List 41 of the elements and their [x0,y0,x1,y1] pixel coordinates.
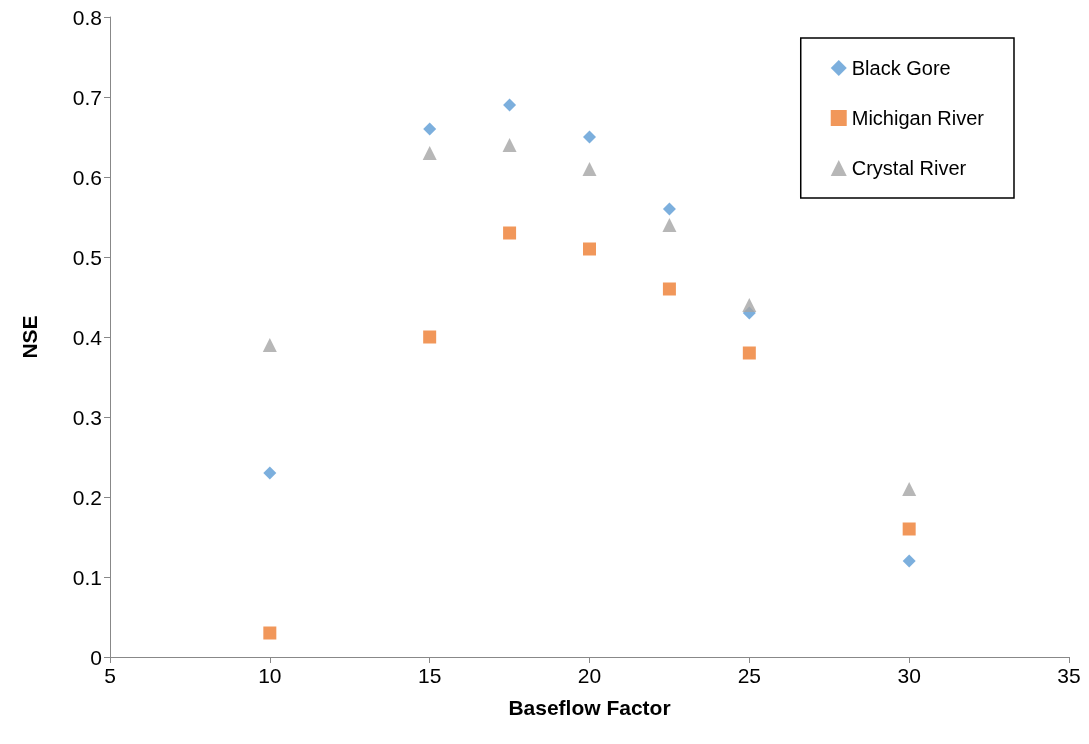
y-tick-label: 0.8 [72,5,102,29]
point [262,338,277,352]
point [263,466,277,480]
point [662,282,676,296]
y-tick-label: 0.2 [72,485,102,509]
point [902,482,917,496]
y-tick-label: 0 [90,645,102,669]
y-tick-label: 0.6 [72,165,102,189]
point [423,122,437,136]
x-tick-label: 20 [577,664,602,687]
point [662,218,677,232]
y-tick-label: 0.7 [72,85,102,109]
y-tick-label: 0.1 [72,565,102,589]
legend-label: Black Gore [851,57,951,79]
point [423,330,437,344]
point [742,346,756,360]
x-tick-label: 35 [1057,664,1081,687]
point [422,146,437,160]
point [902,554,916,568]
x-tick-label: 15 [417,664,442,687]
x-tick-label: 5 [104,664,116,687]
legend-label: Crystal River [851,157,967,179]
y-axis-title: NSE [18,315,41,359]
x-axis-title: Baseflow Factor [508,696,671,719]
point [263,626,277,640]
x-tick-label: 30 [897,664,921,687]
point [662,202,676,216]
point [583,130,596,144]
x-tick-label: 10 [258,664,282,687]
x-tick-label: 25 [737,664,762,687]
point [902,522,916,536]
y-tick-label: 0.4 [72,325,103,349]
point [502,138,517,152]
point [503,226,517,240]
legend-label: Michigan River [851,107,985,129]
point [503,98,517,112]
y-tick-label: 0.3 [72,405,102,429]
point [583,242,596,256]
point [582,162,597,176]
y-tick-label: 0.5 [72,245,102,269]
point [742,298,757,312]
